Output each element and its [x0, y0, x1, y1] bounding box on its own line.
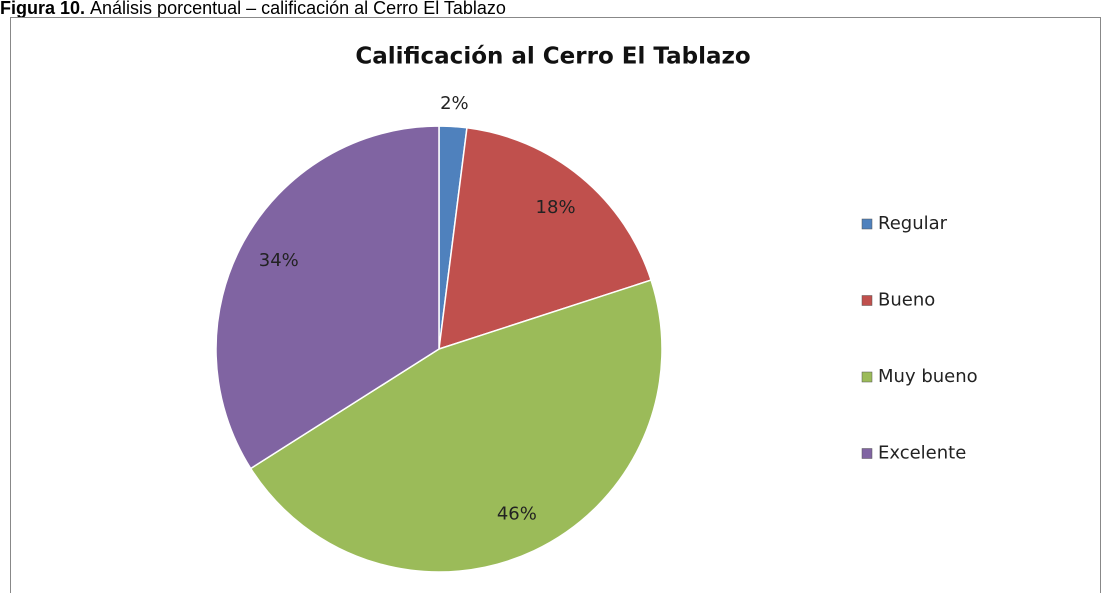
data-label: 18% [536, 197, 576, 218]
legend-label: Bueno [878, 290, 935, 311]
caption-text: Análisis porcentual – calificación al Ce… [90, 0, 506, 18]
pie-slice [438, 126, 653, 351]
caption: Figura 10. Análisis porcentual – califica… [0, 0, 506, 18]
pie-slice [215, 125, 440, 470]
legend-swatch [861, 295, 873, 306]
legend-label: Muy bueno [878, 366, 978, 387]
data-label: 34% [259, 250, 299, 271]
chart-frame [10, 17, 1101, 593]
data-label: 46% [497, 503, 537, 524]
legend-swatch [861, 218, 873, 230]
pie: 2% 18% 46% 34% [215, 93, 663, 573]
legend: Regular Bueno Muy bueno Excelente [861, 213, 978, 464]
legend-label: Regular [878, 213, 948, 234]
legend-swatch [861, 448, 873, 459]
caption-label: Figura 10. [0, 0, 85, 18]
pie-slice [249, 279, 663, 573]
legend-label: Excelente [878, 443, 966, 464]
legend-swatch [861, 371, 873, 383]
chart-title: Calificación al Cerro El Tablazo [355, 44, 750, 70]
data-label: 2% [440, 93, 469, 114]
